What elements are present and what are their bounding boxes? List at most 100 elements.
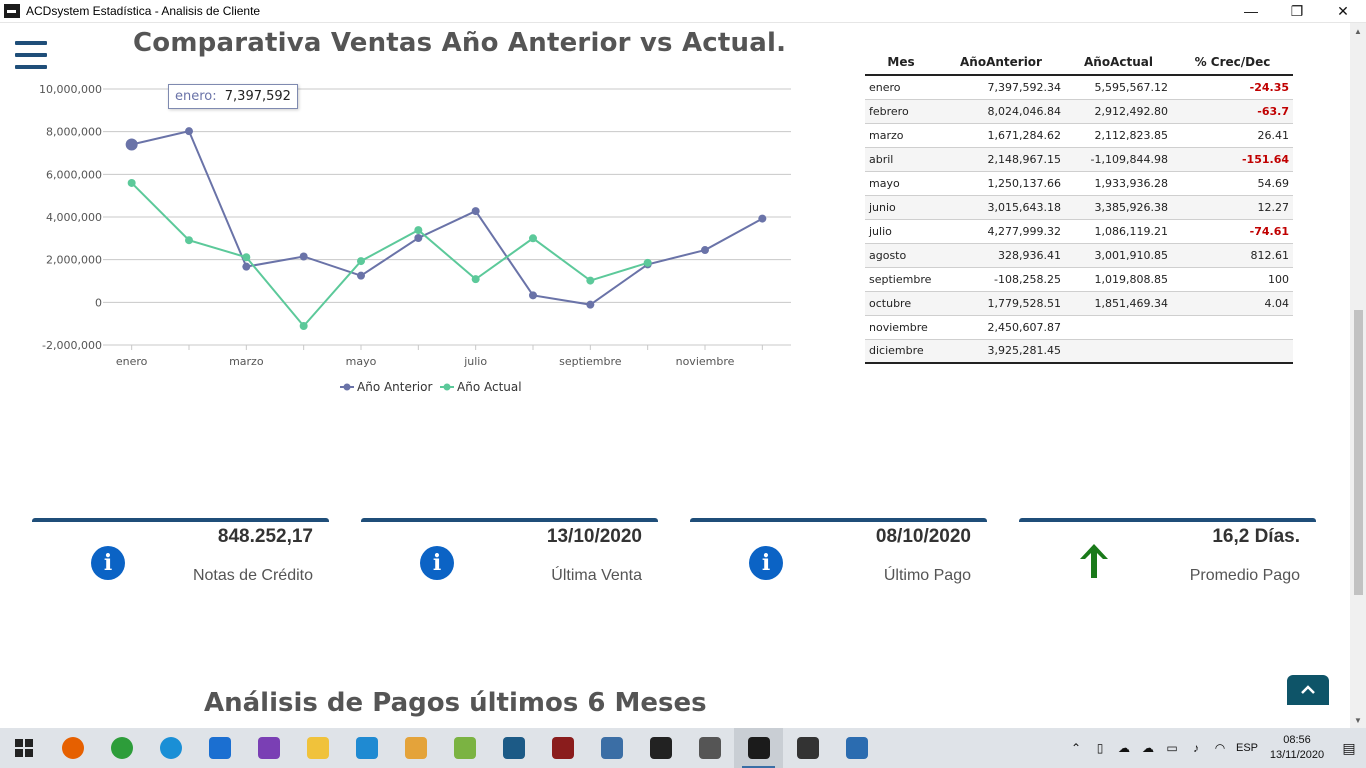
maps-icon[interactable] [195, 728, 244, 768]
cell-actual: 2,912,492.80 [1065, 99, 1172, 124]
y-tick-label: 0 [95, 296, 102, 309]
cell-anterior: 4,277,999.32 [937, 219, 1065, 244]
scroll-up-icon[interactable]: ▲ [1354, 26, 1362, 36]
card-value: 08/10/2020 [875, 526, 971, 547]
data-point [758, 214, 767, 223]
hamburger-menu-icon[interactable] [15, 41, 47, 71]
cell-anterior: 7,397,592.34 [937, 75, 1065, 100]
chrome-icon[interactable] [97, 728, 146, 768]
col-header-crec: % Crec/Dec [1172, 50, 1293, 76]
cell-actual: -1,109,844.98 [1065, 147, 1172, 172]
mysql-workbench-icon[interactable] [489, 728, 538, 768]
acdsystem-icon-glyph [747, 737, 770, 759]
cell-actual [1065, 315, 1172, 340]
terminal-icon[interactable] [636, 728, 685, 768]
card-ultimo-pago: i 08/10/2020 Último Pago [690, 518, 987, 600]
clock[interactable]: 08:56 13/11/2020 [1262, 733, 1332, 763]
battery-icon[interactable]: ▭ [1166, 741, 1178, 755]
settings-icon-glyph [796, 737, 819, 759]
vscode-icon[interactable] [342, 728, 391, 768]
windows-start-icon[interactable] [0, 728, 48, 768]
close-button[interactable]: ✕ [1337, 2, 1349, 19]
chevron-up-icon [1301, 685, 1315, 694]
cell-crec: -74.61 [1172, 219, 1293, 244]
card-value: 13/10/2020 [546, 526, 642, 547]
data-point [242, 253, 251, 262]
cloud-sync-icon[interactable]: ☁ [1142, 741, 1154, 755]
main-content: Comparativa Ventas Año Anterior vs Actua… [0, 23, 1350, 728]
data-point [414, 226, 423, 235]
legend-marker [343, 383, 351, 391]
xampp-icon-glyph [698, 737, 721, 759]
calculator-icon[interactable] [832, 728, 881, 768]
cell-anterior: 2,148,967.15 [937, 147, 1065, 172]
cell-anterior: 1,671,284.62 [937, 123, 1065, 148]
info-icon: i [420, 546, 454, 580]
legend-label: Año Anterior [357, 380, 432, 394]
vscode-icon-glyph [355, 737, 378, 759]
data-point [242, 262, 251, 271]
y-tick-label: -2,000,000 [42, 339, 102, 352]
cell-actual: 5,595,567.12 [1065, 75, 1172, 100]
data-point [414, 233, 423, 242]
file-explorer-icon[interactable] [293, 728, 342, 768]
cell-mes: diciembre [865, 339, 937, 364]
card-label: Última Venta [551, 567, 642, 584]
virtualbox-icon[interactable] [587, 728, 636, 768]
data-point [471, 275, 480, 284]
minimize-button[interactable]: — [1244, 3, 1258, 19]
card-ultima-venta: i 13/10/2020 Última Venta [361, 518, 658, 600]
chevron-up-icon[interactable]: ⌃ [1070, 741, 1082, 755]
legend-label: Año Actual [457, 380, 522, 394]
scroll-down-icon[interactable]: ▼ [1354, 715, 1362, 725]
sql-tool-icon[interactable] [538, 728, 587, 768]
y-tick-label: 8,000,000 [46, 126, 102, 139]
tooltip-label: enero: [175, 89, 217, 104]
settings-icon[interactable] [783, 728, 832, 768]
usb-icon[interactable]: ▯ [1096, 741, 1104, 755]
git-icon[interactable] [391, 728, 440, 768]
notification-icon[interactable]: ▤ [1342, 739, 1356, 756]
cell-crec: 812.61 [1172, 243, 1293, 268]
cell-crec: -151.64 [1172, 147, 1293, 172]
system-tray: ⌃ ▯ ☁ ☁ ▭ ♪ ◠ ESP 08:56 13/11/2020 ▤ [1064, 728, 1366, 768]
visual-studio-icon[interactable] [244, 728, 293, 768]
file-explorer-icon-glyph [306, 737, 329, 759]
virtualbox-icon-glyph [600, 737, 623, 759]
edge-icon[interactable] [146, 728, 195, 768]
cell-anterior: 2,450,607.87 [937, 315, 1065, 340]
table-row: mayo 1,250,137.66 1,933,936.28 54.69 [865, 171, 1293, 196]
data-point [357, 271, 365, 280]
cell-mes: mayo [865, 171, 937, 196]
firefox-icon-glyph [61, 737, 84, 759]
cell-mes: agosto [865, 243, 937, 268]
clock-date: 13/11/2020 [1269, 749, 1325, 761]
cell-actual [1065, 339, 1172, 364]
back-to-top-button[interactable] [1287, 675, 1329, 705]
notepad-plus-icon-glyph [453, 737, 476, 759]
vertical-scrollbar[interactable]: ▲ ▼ [1350, 23, 1366, 728]
language-indicator[interactable]: ESP [1235, 742, 1258, 754]
data-point [125, 138, 138, 151]
edge-icon-glyph [159, 737, 182, 759]
cell-anterior: 8,024,046.84 [937, 99, 1065, 124]
cell-crec: 12.27 [1172, 195, 1293, 220]
maximize-button[interactable]: ❐ [1290, 2, 1304, 19]
notepad-plus-icon[interactable] [440, 728, 489, 768]
scroll-thumb[interactable] [1354, 310, 1363, 595]
cell-actual: 1,851,469.34 [1065, 291, 1172, 316]
firefox-icon[interactable] [48, 728, 97, 768]
xampp-icon[interactable] [685, 728, 734, 768]
y-tick-label: 6,000,000 [46, 168, 102, 181]
data-point [586, 300, 595, 309]
wifi-icon[interactable]: ◠ [1214, 741, 1226, 755]
data-point [471, 207, 480, 216]
mysql-workbench-icon-glyph [502, 737, 525, 759]
cloud-icon[interactable]: ☁ [1118, 741, 1130, 755]
data-point [643, 258, 652, 267]
acdsystem-icon[interactable] [734, 728, 783, 768]
volume-icon[interactable]: ♪ [1193, 741, 1199, 755]
cell-actual: 1,086,119.21 [1065, 219, 1172, 244]
arrow-up-icon [1080, 544, 1108, 578]
card-label: Notas de Crédito [192, 567, 313, 584]
